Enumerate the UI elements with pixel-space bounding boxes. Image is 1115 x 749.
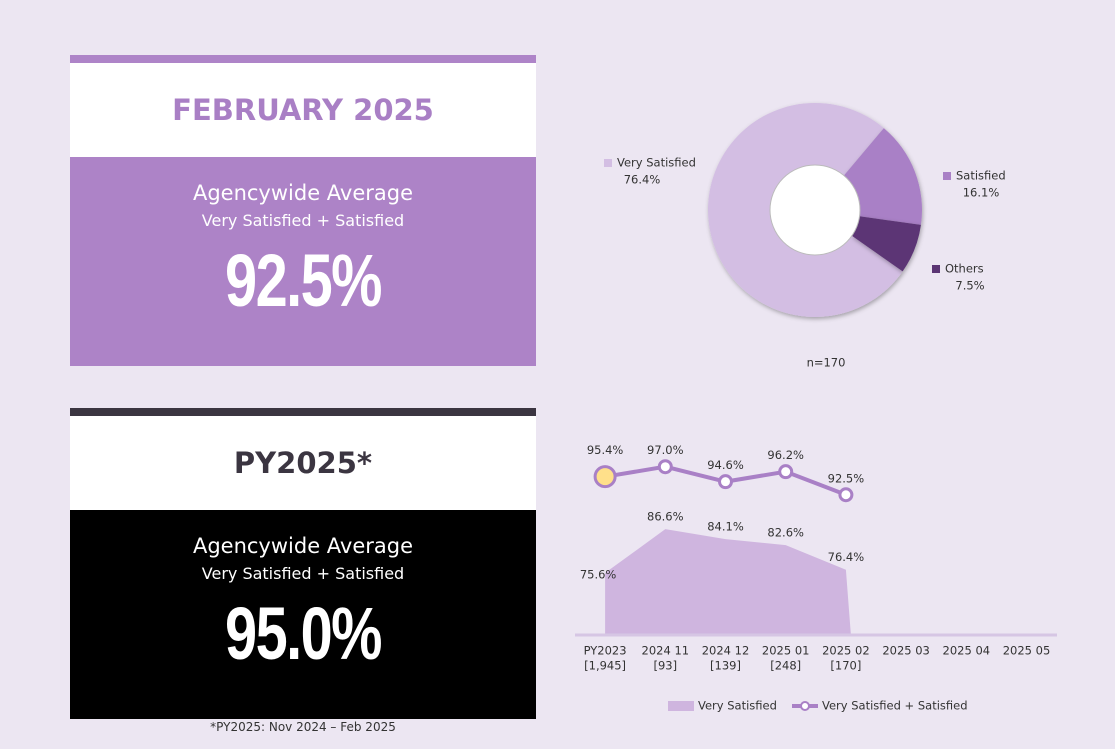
legend-swatch <box>932 265 940 273</box>
area-label: 86.6% <box>647 510 684 524</box>
x-tick-count: [93] <box>653 659 677 673</box>
line-label: 94.6% <box>707 458 744 472</box>
line-marker <box>778 464 794 480</box>
line-label: 95.4% <box>587 443 624 457</box>
pie-slice <box>843 128 922 225</box>
area <box>605 529 851 635</box>
x-tick-label: 2025 03 <box>882 644 930 658</box>
card-body: Agencywide Average Very Satisfied + Sati… <box>70 510 536 719</box>
legend-swatch <box>668 701 694 711</box>
slice-label: 7.5% <box>955 279 984 293</box>
slice-label: 16.1% <box>963 186 1000 200</box>
card-bar <box>70 55 536 63</box>
legend-label: Others <box>945 262 984 276</box>
donut-hole <box>769 164 861 256</box>
card-value: 92.5% <box>225 239 382 322</box>
area-label: 75.6% <box>580 567 617 581</box>
card-title: PY2025* <box>70 416 536 510</box>
line-marker <box>593 465 617 489</box>
x-tick-label: 2024 11 <box>642 644 690 658</box>
line-marker <box>838 487 854 503</box>
slice-label: 76.4% <box>624 173 661 187</box>
x-tick-label: PY2023 <box>584 644 627 658</box>
legend-swatch <box>943 172 951 180</box>
line-marker <box>657 459 673 475</box>
line-marker <box>718 474 733 490</box>
card-bar <box>70 408 536 416</box>
x-tick-count: [170] <box>830 659 861 673</box>
legend-label: Satisfied <box>956 169 1006 183</box>
legend-label: Very Satisfied + Satisfied <box>822 699 968 713</box>
x-tick-label: 2025 01 <box>762 644 810 658</box>
line-label: 96.2% <box>767 448 804 462</box>
x-tick-count: [1,945] <box>584 659 626 673</box>
year-card: PY2025* Agencywide Average Very Satisfie… <box>70 408 536 719</box>
card-body: Agencywide Average Very Satisfied + Sati… <box>70 157 536 366</box>
x-tick-label: 2025 04 <box>943 644 991 658</box>
legend-label: Very Satisfied <box>617 156 696 170</box>
x-tick-count: [139] <box>710 659 741 673</box>
sample-note: n=170 <box>807 356 846 370</box>
area-label: 84.1% <box>707 520 744 534</box>
pie-slice <box>707 102 903 317</box>
legend-swatch <box>800 701 810 711</box>
card-subtitle: Agencywide Average <box>192 534 414 558</box>
x-tick-label: 2024 12 <box>702 644 750 658</box>
legend-label: Very Satisfied <box>698 699 777 713</box>
area-label: 76.4% <box>828 550 865 564</box>
area-label: 82.6% <box>767 526 804 540</box>
card-title: FEBRUARY 2025 <box>70 63 536 157</box>
line-label: 97.0% <box>647 443 684 457</box>
line-label: 92.5% <box>828 471 865 485</box>
pie-slice <box>851 216 921 272</box>
card-subtitle: Agencywide Average <box>192 181 414 205</box>
card-caption: Very Satisfied + Satisfied <box>201 564 405 583</box>
x-tick-label: 2025 02 <box>822 644 870 658</box>
legend-swatch <box>604 159 612 167</box>
x-tick-count: [248] <box>770 659 801 673</box>
footnote: *PY2025: Nov 2024 – Feb 2025 <box>210 720 396 734</box>
card-value: 95.0% <box>225 592 382 675</box>
card-caption: Very Satisfied + Satisfied <box>201 211 405 230</box>
month-card: FEBRUARY 2025 Agencywide Average Very Sa… <box>70 55 536 366</box>
x-tick-label: 2025 05 <box>1003 644 1051 658</box>
